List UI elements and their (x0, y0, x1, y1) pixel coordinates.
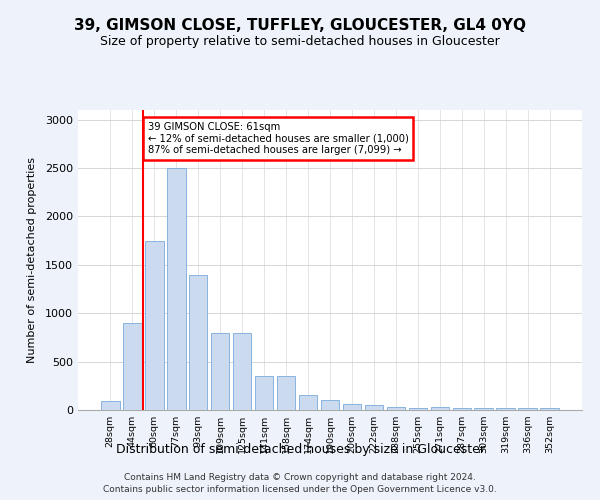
Bar (386, 406, 405, 410)
Text: 39, GIMSON CLOSE, TUFFLEY, GLOUCESTER, GL4 0YQ: 39, GIMSON CLOSE, TUFFLEY, GLOUCESTER, G… (74, 18, 526, 32)
Bar (343, 404, 361, 410)
Bar (518, 408, 537, 410)
Bar (233, 332, 251, 410)
Text: Contains public sector information licensed under the Open Government Licence v3: Contains public sector information licen… (103, 485, 497, 494)
Y-axis label: Number of semi-detached properties: Number of semi-detached properties (26, 157, 37, 363)
Text: Contains HM Land Registry data © Crown copyright and database right 2024.: Contains HM Land Registry data © Crown c… (124, 472, 476, 482)
Bar (211, 332, 229, 410)
Bar (475, 408, 493, 410)
Bar (189, 274, 208, 410)
Bar (255, 376, 274, 410)
Text: Size of property relative to semi-detached houses in Gloucester: Size of property relative to semi-detach… (100, 35, 500, 48)
Text: 39 GIMSON CLOSE: 61sqm
← 12% of semi-detached houses are smaller (1,000)
87% of : 39 GIMSON CLOSE: 61sqm ← 12% of semi-det… (148, 122, 409, 155)
Bar (496, 408, 515, 410)
Bar (452, 408, 471, 410)
Bar (409, 408, 427, 410)
Bar (167, 168, 185, 410)
Bar (277, 376, 295, 410)
Bar (320, 400, 340, 410)
Bar (365, 404, 383, 410)
Bar (541, 408, 559, 410)
Bar (431, 406, 449, 410)
Bar (123, 323, 142, 410)
Bar (299, 394, 317, 410)
Bar (101, 402, 119, 410)
Text: Distribution of semi-detached houses by size in Gloucester: Distribution of semi-detached houses by … (115, 442, 485, 456)
Bar (145, 240, 164, 410)
